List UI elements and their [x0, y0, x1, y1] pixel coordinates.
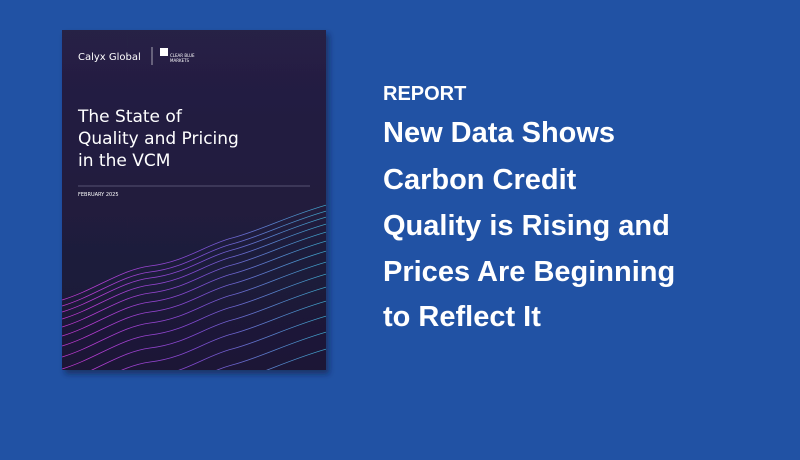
headline: Prices Are Beginning: [383, 256, 675, 288]
headline: to Reflect It: [383, 301, 541, 333]
report-cover: [62, 30, 326, 370]
cover-title: The State of: [77, 107, 183, 127]
cover-title: in the VCM: [78, 151, 170, 171]
headline: Carbon Credit: [383, 164, 577, 196]
logo-text: MARKETS: [170, 58, 190, 63]
headline: New Data Shows: [383, 117, 615, 149]
cover-title: Quality and Pricing: [78, 129, 239, 149]
logo-text: Calyx Global: [78, 52, 141, 63]
logo-icon: [160, 48, 168, 56]
report-label: REPORT: [383, 83, 466, 105]
cover-date: FEBRUARY 2025: [78, 192, 119, 198]
headline: Quality is Rising and: [383, 210, 670, 242]
logo-text: CLEAR BLUE: [170, 53, 195, 58]
